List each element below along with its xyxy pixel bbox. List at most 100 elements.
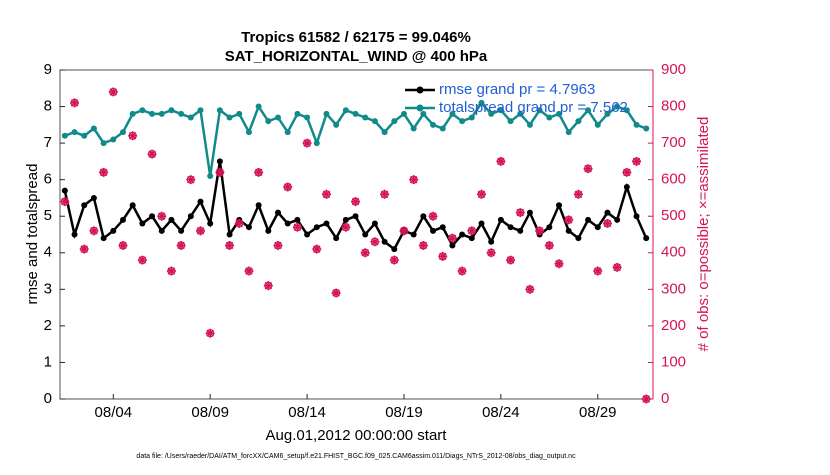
- obs-assimilated: [409, 175, 419, 185]
- point: [604, 209, 611, 216]
- point: [265, 118, 272, 125]
- y-axis-label: rmse and totalspread: [24, 164, 41, 305]
- point: [284, 220, 291, 227]
- y-tick-label: 7: [44, 134, 52, 151]
- point: [497, 107, 504, 114]
- obs-assimilated: [593, 266, 603, 276]
- point: [71, 231, 78, 238]
- point: [333, 121, 340, 128]
- point: [168, 216, 175, 223]
- x-axis-label: Aug.01,2012 00:00:00 start: [266, 427, 448, 444]
- point: [236, 110, 243, 117]
- y2-tick-label: 500: [661, 207, 686, 224]
- obs-assimilated: [118, 240, 128, 250]
- footnote: data file: /Users/raeder/DAI/ATM_forcXX/…: [136, 453, 576, 460]
- point: [197, 198, 204, 205]
- point: [507, 118, 514, 125]
- point: [313, 224, 320, 231]
- point: [459, 231, 466, 238]
- point: [129, 110, 136, 117]
- point: [449, 110, 456, 117]
- point: [594, 224, 601, 231]
- point: [410, 125, 417, 132]
- x-tick-label: 08/09: [191, 404, 229, 421]
- obs-assimilated: [612, 262, 622, 272]
- obs-assimilated: [380, 189, 390, 199]
- point: [371, 118, 378, 125]
- obs-assimilated: [176, 240, 186, 250]
- obs-assimilated: [137, 255, 147, 265]
- point: [149, 110, 156, 117]
- point: [139, 220, 146, 227]
- obs-assimilated: [60, 197, 70, 207]
- point: [255, 202, 262, 209]
- y2-tick-label: 300: [661, 280, 686, 297]
- obs-assimilated: [186, 175, 196, 185]
- obs-assimilated: [234, 219, 244, 229]
- point: [81, 132, 88, 139]
- obs-assimilated: [205, 328, 215, 338]
- y-tick-label: 4: [44, 244, 52, 261]
- point: [352, 213, 359, 220]
- point: [575, 118, 582, 125]
- obs-assimilated: [128, 131, 138, 141]
- point: [623, 107, 630, 114]
- y2-tick-label: 800: [661, 98, 686, 115]
- point: [488, 110, 495, 117]
- y-tick-label: 1: [44, 353, 52, 370]
- point: [265, 227, 272, 234]
- y-tick-label: 9: [44, 61, 52, 78]
- obs-assimilated: [428, 211, 438, 221]
- point: [207, 173, 214, 180]
- obs-assimilated: [166, 266, 176, 276]
- point: [294, 110, 301, 117]
- obs-assimilated: [506, 255, 516, 265]
- point: [439, 125, 446, 132]
- obs-assimilated: [486, 248, 496, 258]
- obs-assimilated: [292, 222, 302, 232]
- y2-tick-label: 600: [661, 171, 686, 188]
- obs-assimilated: [525, 284, 535, 294]
- point: [633, 121, 640, 128]
- point: [565, 129, 572, 136]
- point: [459, 118, 466, 125]
- point: [497, 216, 504, 223]
- point: [226, 231, 233, 238]
- legend-label: rmse grand pr = 4.7963: [439, 81, 595, 98]
- point: [362, 231, 369, 238]
- obs-assimilated: [564, 215, 574, 225]
- point: [245, 224, 252, 231]
- point: [129, 202, 136, 209]
- y-tick-label: 8: [44, 98, 52, 115]
- point: [526, 121, 533, 128]
- point: [420, 213, 427, 220]
- obs-assimilated: [157, 211, 167, 221]
- legend-label: totalspread grand pr = 7.562: [439, 99, 628, 116]
- point: [197, 107, 204, 114]
- plot-frame: [59, 69, 654, 400]
- obs-assimilated: [225, 240, 235, 250]
- point: [304, 231, 311, 238]
- legend-marker: [416, 86, 424, 94]
- point: [449, 242, 456, 249]
- obs-assimilated: [89, 226, 99, 236]
- point: [604, 110, 611, 117]
- y2-tick-label: 100: [661, 353, 686, 370]
- point: [468, 114, 475, 121]
- point: [61, 187, 68, 194]
- x-tick-label: 08/24: [482, 404, 520, 421]
- obs-assimilated: [476, 189, 486, 199]
- point: [100, 140, 107, 147]
- point: [90, 125, 97, 132]
- point: [633, 213, 640, 220]
- obs-assimilated: [602, 219, 612, 229]
- point: [294, 216, 301, 223]
- point: [90, 194, 97, 201]
- point: [391, 118, 398, 125]
- obs-assimilated: [622, 167, 632, 177]
- point: [255, 103, 262, 110]
- point: [216, 107, 223, 114]
- point: [245, 129, 252, 136]
- point: [178, 110, 185, 117]
